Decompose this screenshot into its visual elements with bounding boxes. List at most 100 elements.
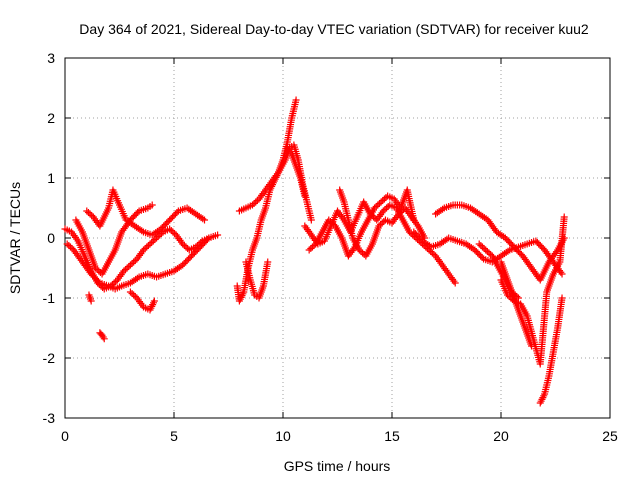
data-point (123, 264, 131, 272)
data-point (110, 279, 118, 287)
data-point (156, 231, 164, 239)
data-point (203, 236, 211, 243)
data-point (144, 242, 152, 249)
data-point (95, 267, 103, 275)
data-point (375, 222, 383, 230)
data-point (182, 243, 190, 251)
data-point (305, 246, 313, 254)
data-point (253, 197, 261, 204)
data-point (371, 204, 379, 212)
data-point (557, 268, 565, 276)
data-point (357, 248, 365, 255)
data-point (451, 279, 459, 287)
data-points (61, 96, 568, 407)
data-point (141, 245, 149, 252)
data-point (301, 192, 309, 200)
y-tick-label: 3 (47, 50, 55, 66)
data-point (328, 219, 336, 227)
data-point (131, 293, 139, 300)
data-point (130, 291, 138, 299)
data-point (480, 245, 488, 252)
data-point (359, 249, 367, 257)
data-point (483, 248, 491, 255)
x-axis-label: GPS time / hours (284, 458, 391, 474)
x-tick-label: 10 (275, 428, 291, 444)
data-point (84, 209, 92, 216)
data-point (126, 288, 134, 296)
data-point (528, 342, 536, 350)
data-point (214, 231, 222, 239)
data-point (250, 200, 258, 207)
data-point (131, 257, 139, 264)
data-point (252, 198, 260, 206)
data-point (130, 258, 138, 266)
data-point (378, 219, 386, 227)
data-point (166, 225, 174, 233)
data-point (560, 213, 568, 221)
data-point (383, 204, 391, 212)
data-point (167, 227, 175, 234)
data-point (398, 207, 406, 215)
data-point (508, 288, 516, 296)
data-point (428, 249, 436, 257)
data-point (149, 237, 157, 245)
data-point (374, 201, 382, 209)
data-point (88, 212, 96, 219)
data-point (179, 240, 187, 248)
grid-lines (65, 58, 610, 418)
data-point (169, 228, 177, 236)
y-axis-label: SDTVAR / TECUs (7, 182, 23, 294)
data-point (151, 236, 159, 243)
data-point (92, 264, 100, 272)
data-point (65, 242, 73, 249)
data-point (308, 243, 316, 251)
x-tick-label: 0 (61, 428, 69, 444)
data-point (375, 200, 383, 207)
data-point (475, 240, 483, 248)
data-point (148, 201, 156, 209)
data-point (511, 291, 519, 299)
data-point (143, 243, 151, 251)
data-point (477, 242, 485, 249)
data-point (120, 267, 128, 275)
data-point (326, 218, 334, 225)
data-point (83, 207, 91, 215)
data-point (148, 239, 156, 246)
data-point (248, 201, 256, 209)
data-point (513, 293, 521, 300)
x-tick-label: 25 (602, 428, 618, 444)
data-point (112, 278, 120, 285)
data-point (514, 294, 522, 302)
data-point (63, 240, 71, 248)
x-tick-label: 20 (493, 428, 509, 444)
y-tick-label: -1 (43, 290, 56, 306)
y-tick-label: -2 (43, 350, 56, 366)
data-point (558, 294, 566, 302)
data-point (396, 209, 404, 216)
data-point (125, 263, 133, 270)
data-point (430, 251, 438, 258)
data-point (264, 258, 272, 266)
x-tick-label: 15 (384, 428, 400, 444)
y-tick-label: 0 (47, 230, 55, 246)
data-point (86, 210, 94, 218)
data-point (307, 245, 315, 252)
data-point (87, 297, 95, 305)
chart-title: Day 364 of 2021, Sidereal Day-to-day VTE… (79, 21, 589, 37)
data-point (180, 242, 188, 249)
data-point (482, 246, 490, 254)
data-point (126, 261, 134, 269)
data-point (379, 207, 387, 215)
data-point (377, 198, 385, 206)
data-point (93, 266, 101, 273)
data-point (173, 209, 181, 216)
data-point (100, 335, 108, 343)
data-point (478, 243, 486, 251)
data-point (478, 254, 486, 261)
data-point (510, 290, 518, 297)
data-point (292, 96, 300, 104)
data-point (381, 206, 389, 213)
data-point (372, 203, 380, 210)
data-point (128, 290, 136, 297)
x-tick-label: 5 (170, 428, 178, 444)
